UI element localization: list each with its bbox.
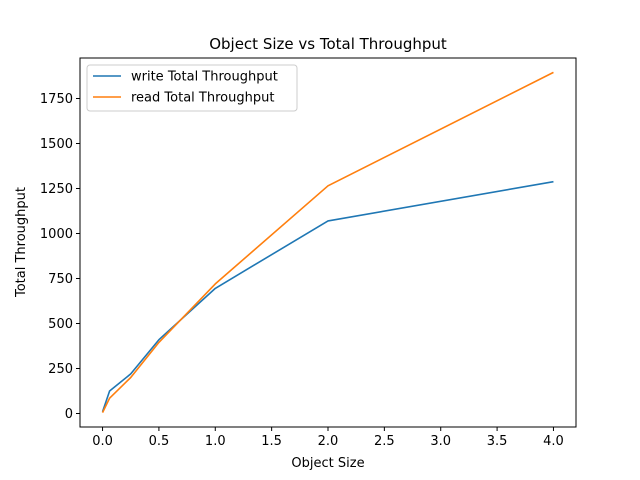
x-axis: 0.0 0.5 1.0 1.5 2.0 2.5 3.0 3.5 4.0 (92, 427, 564, 449)
x-tick-label: 3.0 (430, 434, 451, 449)
y-tick-label: 1750 (40, 92, 73, 107)
chart-title: Object Size vs Total Throughput (209, 35, 447, 53)
legend: write Total Throughput read Total Through… (86, 64, 298, 112)
series-line-read (101, 71, 554, 413)
x-tick-label: 4.0 (543, 434, 564, 449)
legend-label: read Total Throughput (131, 91, 274, 106)
y-axis: 0 250 500 750 1000 1250 1500 1750 (40, 92, 80, 422)
x-tick-label: 2.0 (318, 434, 339, 449)
legend-box (86, 64, 298, 112)
y-tick-label: 250 (48, 362, 73, 377)
x-tick-label: 3.5 (487, 434, 508, 449)
y-axis-label: Total Throughput (14, 187, 29, 298)
y-tick-label: 1000 (40, 227, 73, 242)
x-tick-label: 0.0 (92, 434, 113, 449)
x-tick-label: 0.5 (149, 434, 170, 449)
y-tick-label: 750 (48, 272, 73, 287)
x-tick-label: 1.0 (205, 434, 226, 449)
x-axis-label: Object Size (291, 456, 364, 471)
plot-area (101, 71, 554, 413)
y-tick-label: 0 (65, 407, 73, 422)
series-line-write (101, 180, 554, 412)
y-tick-label: 500 (48, 317, 73, 332)
x-tick-label: 1.5 (261, 434, 282, 449)
y-tick-label: 1500 (40, 137, 73, 152)
legend-label: write Total Throughput (131, 70, 278, 85)
y-tick-label: 1250 (40, 182, 73, 197)
x-tick-label: 2.5 (374, 434, 395, 449)
